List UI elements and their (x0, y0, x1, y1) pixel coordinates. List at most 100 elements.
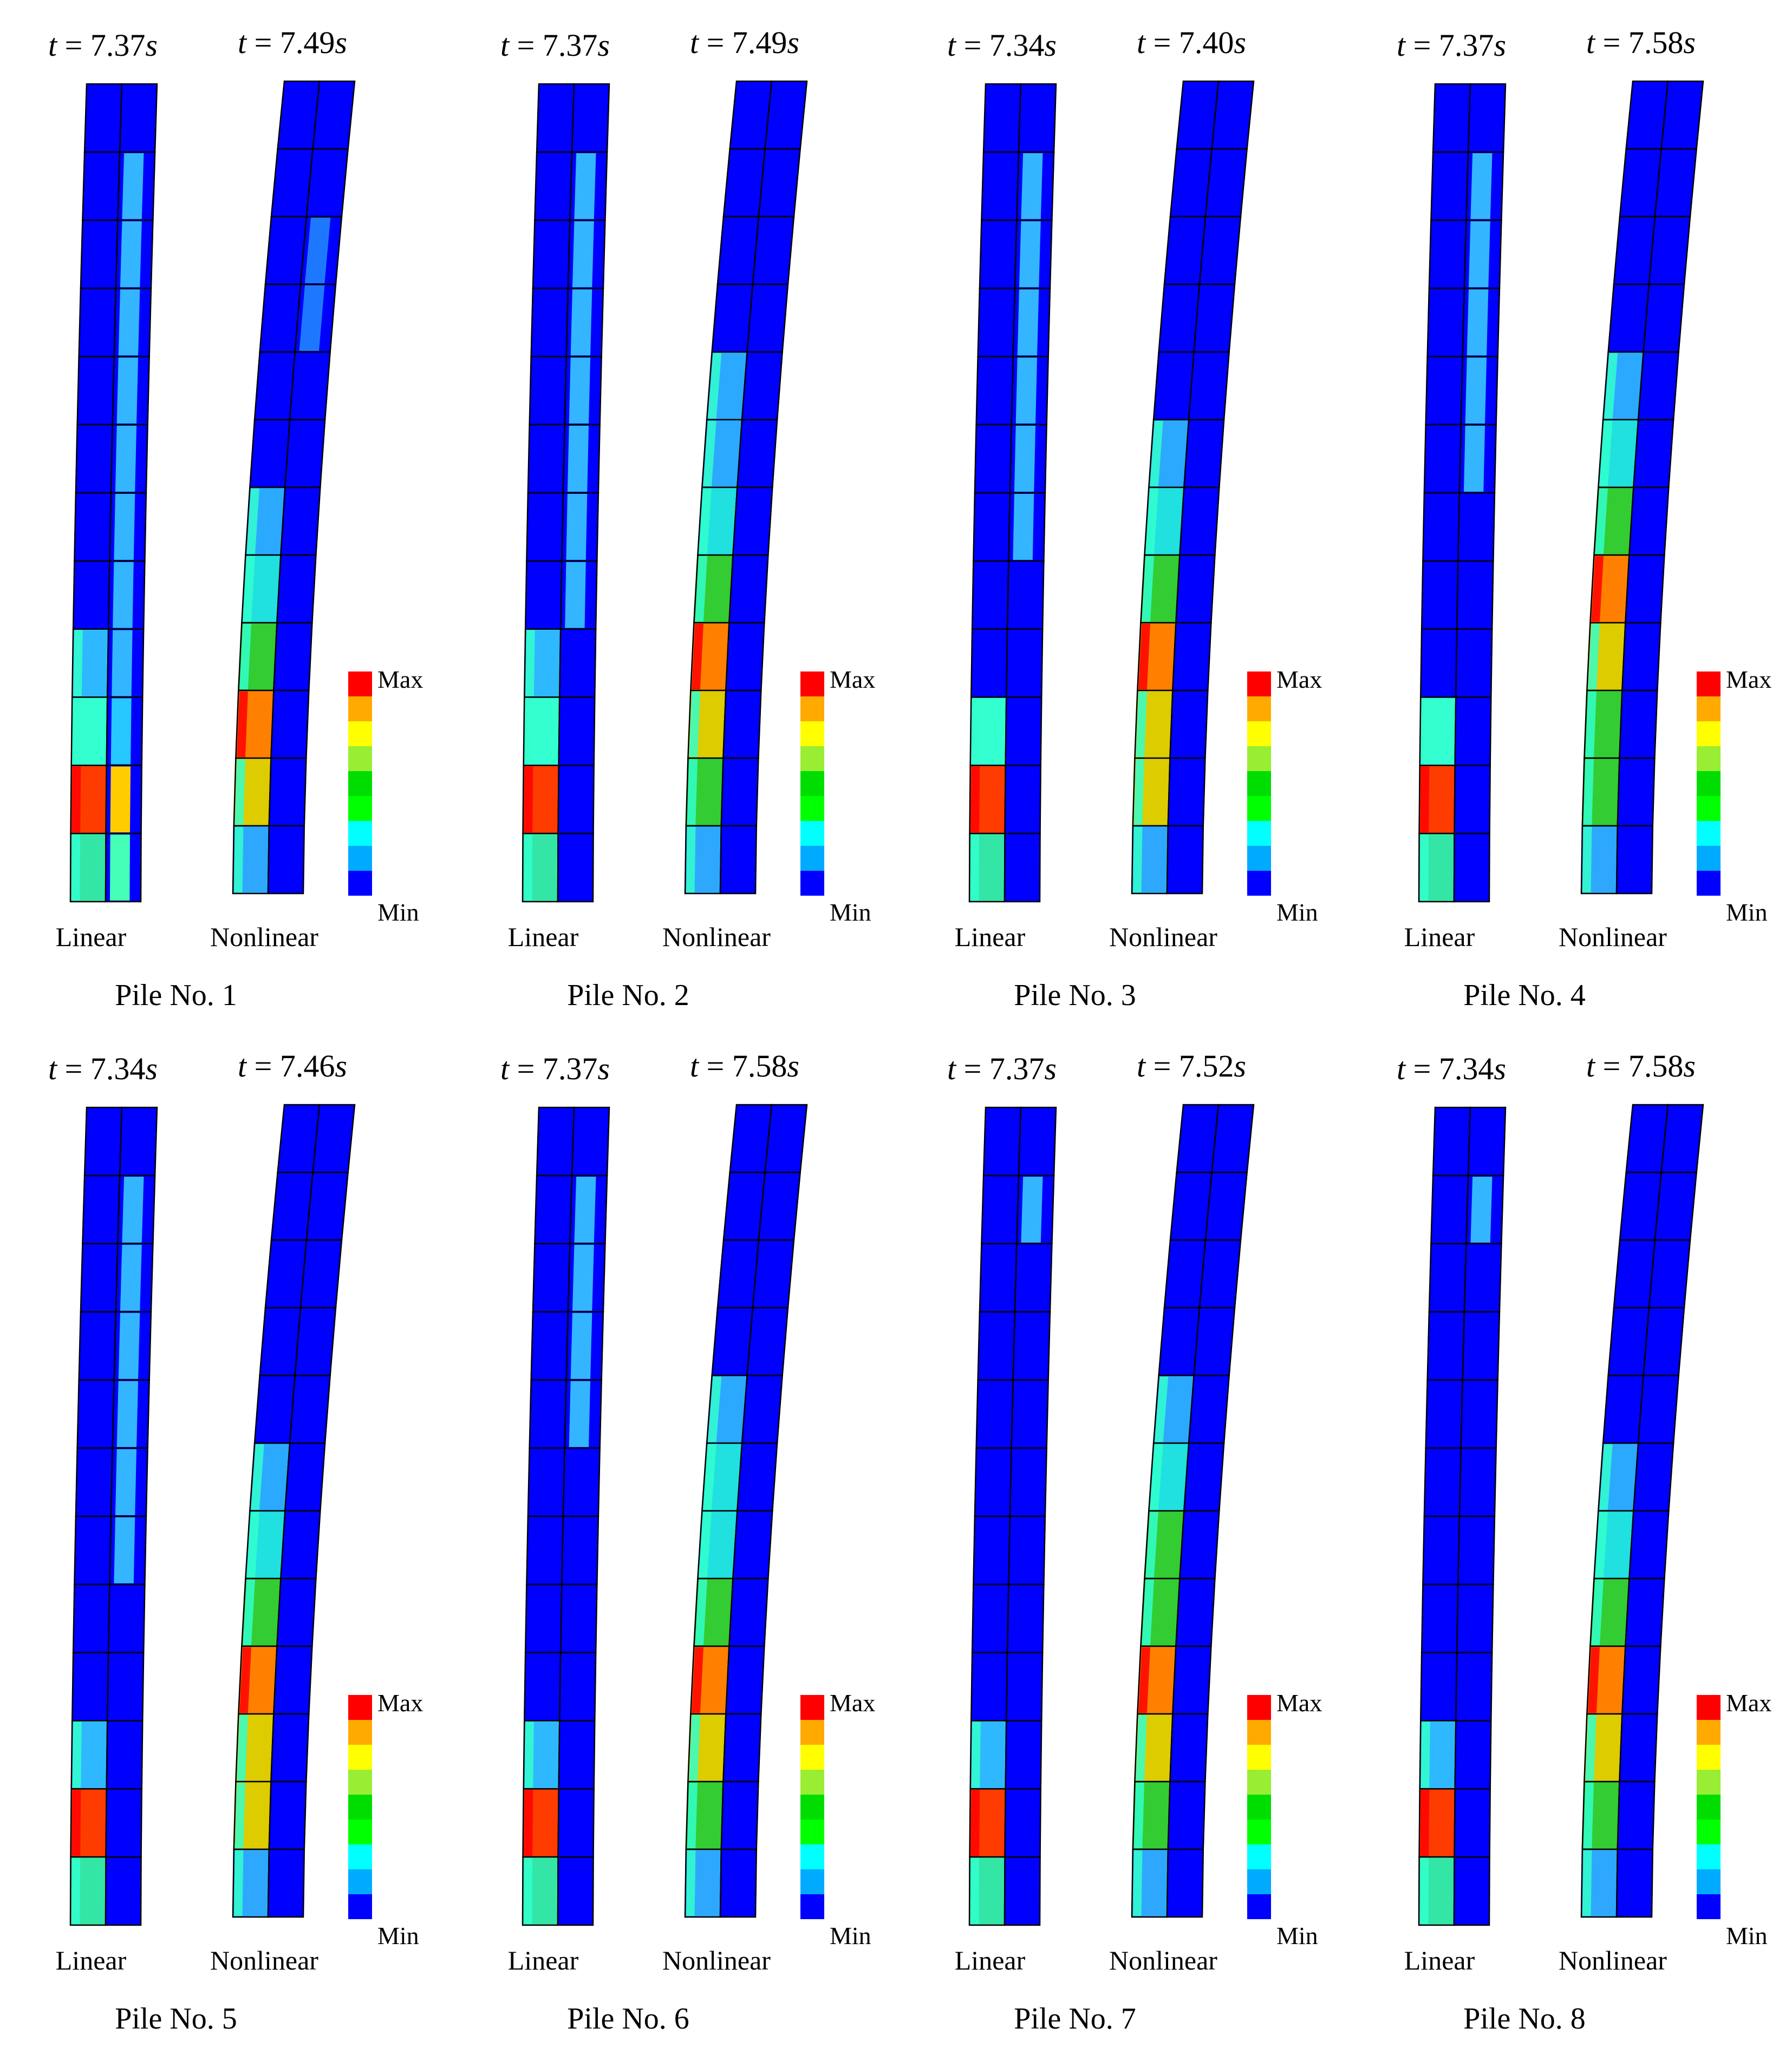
pile-element-left (264, 216, 308, 285)
legend-swatch (1697, 721, 1721, 746)
linear-pile (69, 83, 158, 903)
pile-edge-band (72, 1722, 82, 1788)
pile-element-right (1643, 283, 1685, 353)
pile-stress-band (114, 1517, 135, 1583)
pile-stress-band (114, 494, 135, 560)
pile-element-right (119, 83, 158, 153)
pile-edge-band (243, 1580, 256, 1645)
linear-pile (69, 1106, 158, 1926)
pile-element-right (1617, 757, 1656, 827)
pile-edge-band (524, 1858, 533, 1924)
pile-edge-band (699, 488, 712, 554)
pile-stress-band (118, 289, 140, 356)
legend-swatch (1697, 1869, 1721, 1894)
pile-element-right (305, 148, 349, 218)
pile-edge-band (695, 556, 708, 622)
pile-edge-band (1420, 1722, 1430, 1788)
legend-swatch (1247, 1770, 1271, 1795)
pile-element-right (1648, 1239, 1691, 1309)
pile-element-right (1198, 216, 1242, 285)
pile-element-right (1004, 1788, 1041, 1858)
pile-element-right (1188, 351, 1230, 421)
pile-element-right (1167, 757, 1206, 827)
pile-edge-band (1583, 1783, 1594, 1848)
pile-edge-band (243, 556, 256, 622)
nonlinear-label: Nonlinear (662, 922, 771, 952)
pile-stress-band (110, 834, 130, 901)
pile-element-left (1426, 1311, 1465, 1381)
legend-swatch (800, 1770, 824, 1795)
legend-swatch (1247, 1869, 1271, 1894)
pile-element-right (746, 283, 789, 353)
legend-swatch (1697, 1695, 1721, 1720)
pile-stress-band (120, 1244, 142, 1311)
pile-element-right (722, 1713, 762, 1783)
pile-element-left (973, 492, 1011, 562)
pile-edge-band (703, 421, 716, 486)
time-label-nonlinear: t = 7.46s (238, 1048, 347, 1084)
pile-element-right (1183, 419, 1225, 488)
pile-element-right (273, 622, 313, 692)
pile-element-right (1457, 1515, 1496, 1586)
pile-element-left (536, 1106, 575, 1177)
pile-element-right (1003, 1856, 1041, 1926)
legend-swatch (800, 746, 824, 771)
legend-swatch (348, 1745, 372, 1770)
pile-stress-band (572, 1244, 594, 1311)
pile-element-left (1430, 1175, 1469, 1244)
pile-element-left (1619, 1171, 1663, 1241)
pile-stress-band (1465, 357, 1487, 424)
pile-element-right (1014, 1243, 1053, 1313)
pile-edge-band (1595, 488, 1608, 554)
pile-element-right (1632, 419, 1674, 488)
linear-label: Linear (1404, 1945, 1475, 1975)
panel-pile-1 (69, 80, 356, 903)
pile-stress-band (572, 221, 594, 288)
pile-element-left (83, 83, 123, 153)
pile-element-left (83, 1106, 123, 1177)
pile-element-right (1648, 216, 1691, 285)
pile-element-right (558, 696, 596, 766)
legend-swatch (1247, 671, 1271, 696)
legend-swatch (1247, 721, 1271, 746)
pile-stress-band (569, 357, 591, 424)
pile-stress-band (113, 562, 134, 628)
pile-element-right (1005, 1652, 1044, 1722)
legend-max-label: Max (1726, 1689, 1772, 1717)
pile-element-left (532, 219, 571, 289)
legend-swatch (1247, 696, 1271, 721)
nonlinear-pile (684, 80, 808, 895)
pile-element-left (982, 1106, 1022, 1177)
pile-element-right (270, 1713, 310, 1783)
pile-number-label: Pile No. 7 (1014, 2002, 1136, 2036)
legend-swatch (348, 1770, 372, 1795)
pile-element-right (720, 757, 759, 827)
pile-element-right (1211, 80, 1255, 150)
pile-element-right (1009, 1447, 1047, 1517)
pile-element-right (764, 80, 808, 150)
pile-element-right (284, 1442, 326, 1512)
pile-element-right (1204, 148, 1248, 218)
pile-edge-band (1420, 1790, 1430, 1856)
pile-edge-band (689, 1715, 700, 1781)
pile-stress-band (112, 630, 133, 696)
pile-element-right (1172, 1645, 1212, 1715)
pile-element-right (728, 554, 769, 624)
legend-min-label: Min (1726, 898, 1768, 926)
pile-element-right (1172, 622, 1212, 692)
pile-element-right (1005, 1720, 1042, 1790)
pile-element-right (1167, 1781, 1206, 1850)
pile-stress-band (116, 1381, 139, 1447)
legend-swatch (1247, 796, 1271, 821)
pile-edge-band (234, 759, 246, 825)
pile-element-right (267, 825, 305, 895)
time-label-nonlinear: t = 7.52s (1137, 1048, 1246, 1084)
legend-min-label: Min (377, 898, 419, 926)
pile-edge-band (239, 624, 251, 689)
pile-edge-band (1150, 1444, 1163, 1510)
legend-swatch (800, 1720, 824, 1745)
pile-element-right (312, 80, 356, 150)
pile-edge-band (689, 692, 700, 757)
pile-element-left (1607, 283, 1650, 353)
pile-element-right (562, 1447, 601, 1517)
